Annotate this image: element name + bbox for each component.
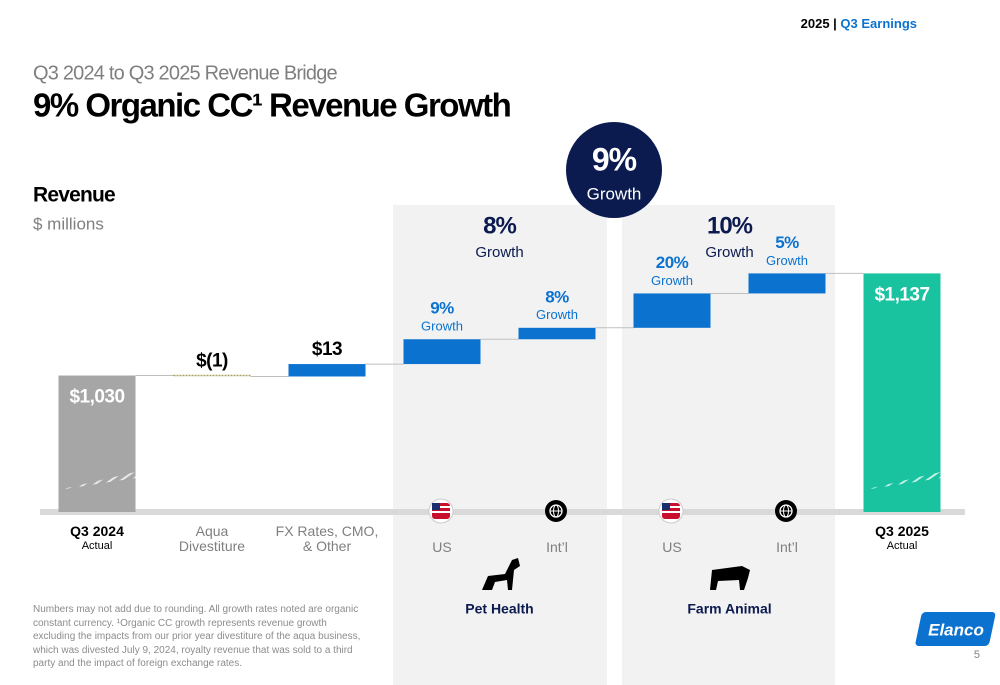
page-number: 5	[974, 649, 980, 661]
logo-text: Elanco	[928, 620, 984, 639]
growth-word: Growth	[651, 273, 693, 288]
logo	[915, 612, 996, 646]
category-label: US	[662, 539, 682, 555]
header: 2025 | Q3 Earnings	[801, 16, 917, 31]
value-label: $1,030	[69, 387, 124, 408]
subtitle: Q3 2024 to Q3 2025 Revenue Bridge	[33, 62, 338, 84]
growth-label: 20%	[656, 253, 689, 272]
growth-label: 8%	[545, 287, 569, 306]
category-label: US	[432, 539, 452, 555]
segment-growth: 8%	[483, 212, 516, 239]
category-label: Aqua Divestiture	[178, 523, 246, 554]
segment-name: Farm Animal	[687, 601, 771, 617]
growth-word: Growth	[421, 319, 463, 334]
header-section: Q3 Earnings	[840, 16, 917, 31]
growth-label: 5%	[775, 233, 799, 252]
value-label: $13	[312, 339, 342, 360]
segment-name: Pet Health	[465, 601, 533, 617]
category-label: FX Rates, CMO, & Other	[275, 523, 379, 554]
segment-growth: 10%	[707, 212, 753, 239]
total-growth-badge	[566, 122, 662, 218]
category-label: Int’l	[546, 539, 568, 555]
growth-word: Growth	[766, 253, 808, 268]
bar	[748, 273, 826, 294]
y-unit: $ millions	[33, 214, 104, 233]
bar	[863, 273, 941, 512]
segment-growth-word: Growth	[705, 244, 753, 261]
growth-label: 9%	[430, 299, 454, 318]
segment-panel	[393, 205, 607, 685]
bar	[518, 327, 596, 340]
footnote: Numbers may not add due to rounding. All…	[33, 604, 361, 669]
category-label: Q3 2024 Actual	[42, 524, 152, 554]
icons	[428, 498, 797, 590]
y-label: Revenue	[33, 184, 115, 207]
title: 9% Organic CC¹ Revenue Growth	[33, 87, 511, 124]
value-label: $1,137	[874, 284, 929, 305]
category-note: Actual	[81, 540, 113, 552]
total-growth: 9%	[592, 141, 637, 177]
bar	[633, 293, 711, 328]
bar	[403, 339, 481, 365]
bar	[288, 364, 366, 377]
segment-growth-word: Growth	[475, 244, 523, 261]
category-note: Actual	[886, 540, 918, 552]
header-year: 2025 |	[801, 16, 837, 31]
value-label: $(1)	[196, 351, 228, 372]
category-label: Q3 2025 Actual	[847, 524, 957, 554]
category-label: Int’l	[776, 539, 798, 555]
bar	[58, 375, 136, 512]
total-growth-word: Growth	[587, 184, 642, 203]
growth-word: Growth	[536, 307, 578, 322]
